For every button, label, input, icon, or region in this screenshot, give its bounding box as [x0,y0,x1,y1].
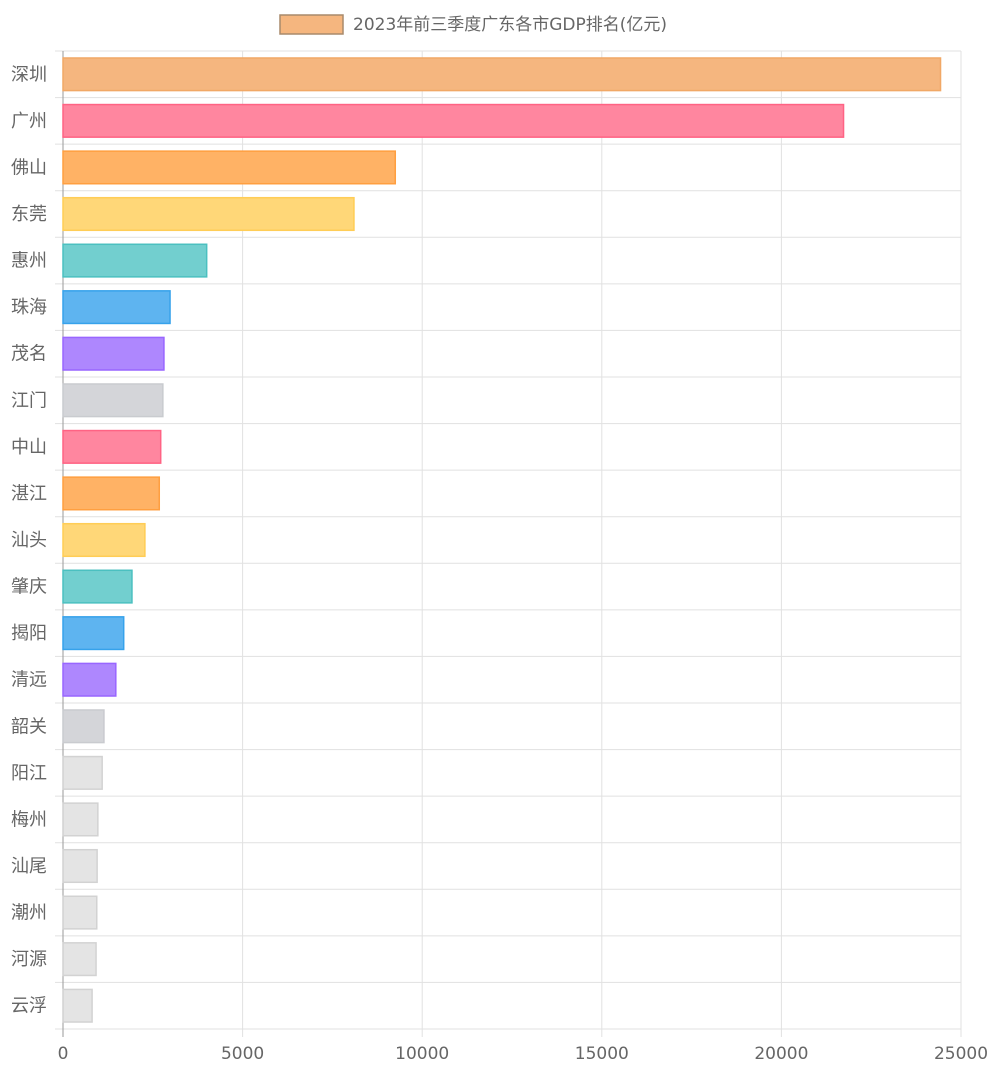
category-label: 清远 [11,670,47,691]
bar-9[interactable] [62,476,161,511]
category-label: 湛江 [11,483,47,504]
bar-20[interactable] [62,988,93,1023]
legend-swatch[interactable] [279,14,344,35]
category-label: 潮州 [11,903,47,924]
legend[interactable]: 2023年前三季度广东各市GDP排名(亿元) [279,14,667,35]
axis-layer: 深圳广州佛山东莞惠州珠海茂名江门中山湛江汕头肇庆揭阳清远韶关阳江梅州汕尾潮州河源… [11,64,988,1064]
bars-layer [62,57,942,1023]
category-label: 深圳 [11,64,47,85]
bar-0[interactable] [62,57,942,92]
category-label: 惠州 [11,251,47,272]
category-label: 广州 [11,111,47,132]
bar-7[interactable] [62,383,164,418]
bar-6[interactable] [62,336,165,371]
category-label: 云浮 [11,996,47,1017]
category-label: 揭阳 [11,623,47,644]
category-label: 汕头 [11,530,47,551]
category-label: 汕尾 [11,856,47,877]
category-label: 珠海 [11,297,47,318]
bar-17[interactable] [62,848,98,884]
bar-4[interactable] [62,243,208,278]
bar-19[interactable] [62,942,97,977]
category-label: 茂名 [11,344,47,365]
category-label: 阳江 [11,763,47,784]
bar-18[interactable] [62,895,98,930]
x-tick-label: 15000 [575,1044,629,1064]
bar-10[interactable] [62,522,146,558]
category-label: 河源 [11,949,47,970]
x-tick-label: 25000 [934,1044,988,1064]
x-tick-label: 5000 [221,1044,264,1064]
legend-label[interactable]: 2023年前三季度广东各市GDP排名(亿元) [353,15,667,35]
bar-12[interactable] [62,616,125,651]
category-label: 东莞 [11,204,47,225]
category-label: 江门 [11,390,47,411]
category-label: 佛山 [11,157,47,178]
x-tick-label: 10000 [395,1044,449,1064]
x-tick-label: 0 [58,1044,69,1064]
bar-3[interactable] [62,196,355,232]
bar-5[interactable] [62,290,171,325]
bar-13[interactable] [62,662,117,697]
bar-14[interactable] [62,709,105,744]
x-tick-label: 20000 [754,1044,808,1064]
category-label: 中山 [11,437,47,458]
category-label: 韶关 [11,716,47,737]
bar-1[interactable] [62,103,845,138]
category-label: 梅州 [11,809,47,830]
bar-15[interactable] [62,755,103,790]
bar-16[interactable] [62,802,99,837]
bar-11[interactable] [62,569,133,604]
category-label: 肇庆 [11,577,47,598]
bar-8[interactable] [62,429,162,464]
bar-2[interactable] [62,150,397,185]
